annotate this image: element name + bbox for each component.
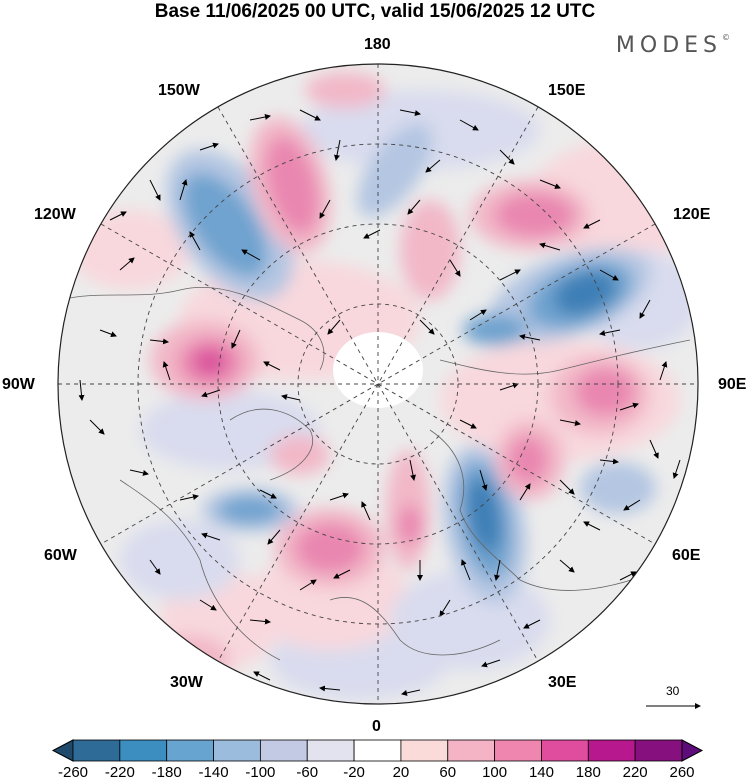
colorbar-tick-label: -140 [198, 764, 229, 781]
lon-label-30w: 30W [170, 674, 203, 691]
reference-vector-label: 30 [666, 684, 680, 698]
colorbar-segment [541, 739, 589, 762]
colorbar-tick-label: -60 [296, 764, 319, 781]
map-title: Base 11/06/2025 00 UTC, valid 15/06/2025… [154, 1, 596, 22]
anom-patch [218, 496, 282, 524]
map-border [57, 63, 699, 705]
brand-name: MODES [615, 33, 722, 58]
colorbar-tick-label: -100 [245, 764, 276, 781]
lon-label-30e: 30E [548, 674, 577, 691]
colorbar-extend-low [51, 739, 74, 762]
anom-patch [265, 136, 319, 234]
colorbar-tick-label: -260 [57, 764, 89, 781]
lon-label-60w: 60W [44, 547, 77, 564]
colorbar-segment [213, 739, 261, 762]
anom-patch [508, 436, 548, 484]
colorbar-tick-label: -220 [104, 764, 135, 781]
anom-patch [580, 462, 656, 514]
anom-patch [463, 314, 527, 346]
colorbar-tick-label: 100 [482, 764, 508, 781]
modes-brand: MODES© [616, 33, 730, 58]
colorbar-tick-label: 140 [528, 764, 554, 781]
anom-patch [120, 520, 240, 600]
lon-label-180: 180 [364, 36, 391, 53]
anom-patch [398, 505, 422, 545]
anom-patch [305, 72, 385, 108]
colorbar-tick-label: -20 [343, 764, 365, 781]
colorbar-segment [447, 739, 496, 762]
lon-label-0: 0 [372, 718, 381, 735]
brand-mark: © [722, 33, 730, 42]
colorbar-segment [259, 739, 308, 762]
lon-label-150w: 150W [158, 82, 200, 99]
wind-vectors [78, 109, 681, 696]
anom-patch [70, 210, 190, 290]
lon-label-90w: 90W [2, 376, 35, 393]
colorbar-segment [119, 739, 168, 762]
anom-patch [400, 200, 460, 300]
anom-patch [575, 368, 635, 416]
colorbar-segment [72, 739, 121, 762]
colorbar-segment [587, 739, 636, 762]
colorbar-segment [306, 739, 355, 762]
anom-patch [495, 193, 575, 237]
colorbar-segment [634, 739, 683, 762]
anom-patch [554, 271, 616, 315]
colorbar-tick-label: 20 [392, 764, 410, 781]
colorbar-segment [400, 739, 449, 762]
colorbar-segment [166, 739, 214, 762]
anom-patch [270, 435, 330, 475]
colorbar-extend-high [681, 739, 704, 762]
colorbar-segment [494, 739, 542, 762]
lon-label-150e: 150E [548, 82, 586, 99]
colorbar-tick-label: 180 [575, 764, 601, 781]
colorbar-tick-label: 220 [622, 764, 648, 781]
colorbar-tick-label: -180 [151, 764, 182, 781]
lon-label-120e: 120E [673, 206, 711, 223]
anom-patch [194, 349, 226, 375]
anom-patch [295, 523, 365, 573]
lon-label-120w: 120W [34, 206, 76, 223]
graticule [58, 64, 698, 704]
colorbar-segment [353, 739, 402, 762]
colorbar [51, 739, 704, 762]
anom-patch [357, 122, 433, 218]
colorbar-tick-label: 260 [669, 764, 695, 781]
colorbar-tick-label: 60 [439, 764, 457, 781]
lon-label-60e: 60E [672, 547, 701, 564]
lon-label-90e: 90E [718, 376, 747, 393]
